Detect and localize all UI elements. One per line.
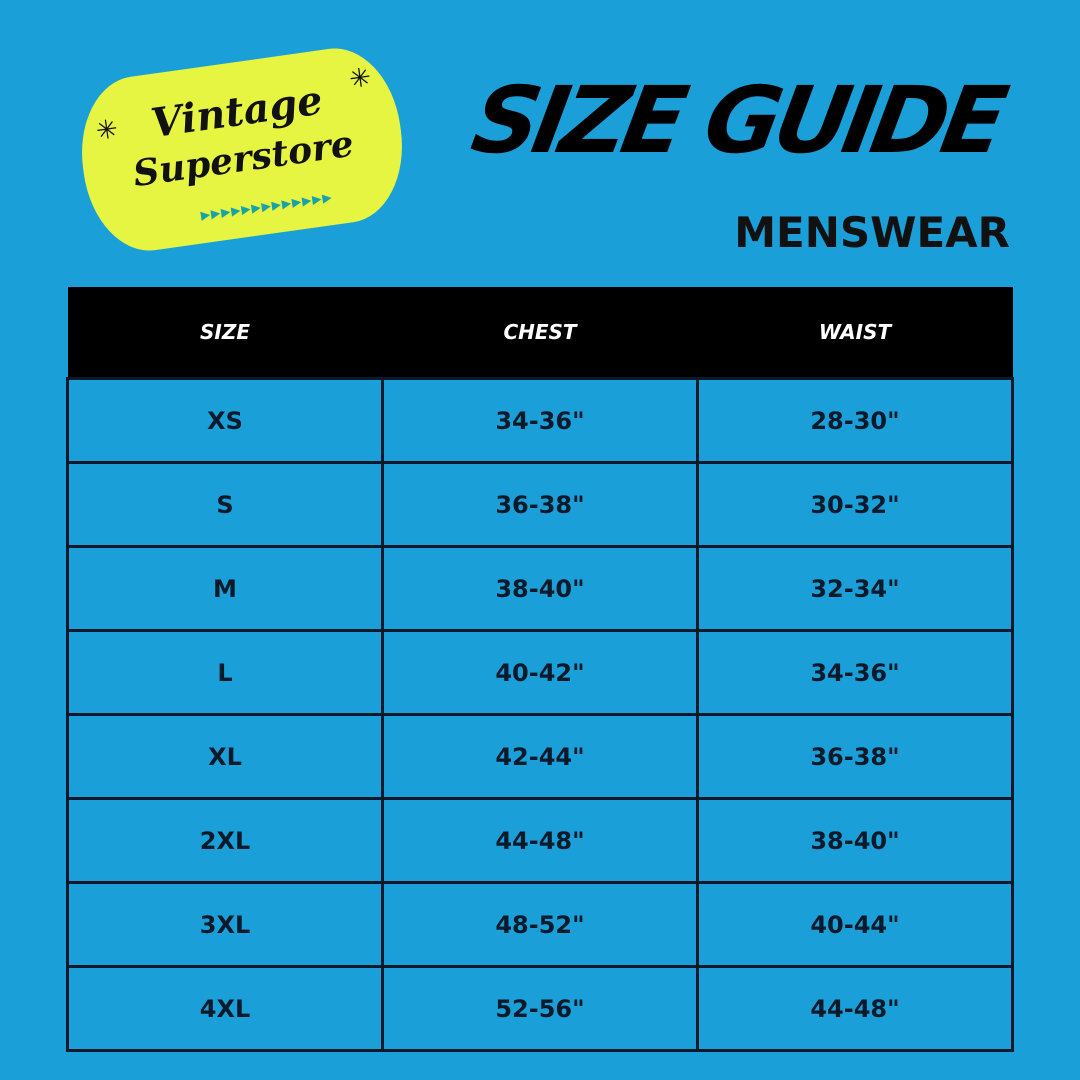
table-row: 3XL 48-52" 40-44" (66, 881, 1014, 968)
waist-cell: 38-40" (696, 797, 1014, 884)
table-header-row: SIZE CHEST WAIST (67, 287, 1013, 379)
table-row: L 40-42" 34-36" (66, 629, 1014, 716)
chest-cell: 34-36" (381, 377, 699, 464)
table-row: M 38-40" 32-34" (66, 545, 1014, 632)
chest-cell: 44-48" (381, 797, 699, 884)
column-header-chest: CHEST (382, 287, 698, 379)
table-row: XS 34-36" 28-30" (66, 377, 1014, 464)
waist-cell: 34-36" (696, 629, 1014, 716)
page-title: SIZE GUIDE (464, 67, 1010, 174)
table-row: 2XL 44-48" 38-40" (66, 797, 1014, 884)
waist-cell: 30-32" (696, 461, 1014, 548)
column-header-waist: WAIST (697, 287, 1013, 379)
chest-cell: 40-42" (381, 629, 699, 716)
chest-cell: 36-38" (381, 461, 699, 548)
size-cell: 2XL (66, 797, 384, 884)
table-row: S 36-38" 30-32" (66, 461, 1014, 548)
waist-cell: 36-38" (696, 713, 1014, 800)
size-cell: 3XL (66, 881, 384, 968)
size-cell: L (66, 629, 384, 716)
chest-cell: 42-44" (381, 713, 699, 800)
waist-cell: 44-48" (696, 965, 1014, 1052)
waist-cell: 32-34" (696, 545, 1014, 632)
chest-cell: 38-40" (381, 545, 699, 632)
vintage-superstore-logo: ✳ ✳ Vintage Superstore ▶▶▶▶▶▶▶▶▶▶▶▶▶ (71, 40, 413, 259)
table-row: 4XL 52-56" 44-48" (66, 965, 1014, 1052)
chest-cell: 48-52" (381, 881, 699, 968)
chest-cell: 52-56" (381, 965, 699, 1052)
size-cell: XL (66, 713, 384, 800)
waist-cell: 28-30" (696, 377, 1014, 464)
size-cell: S (66, 461, 384, 548)
size-cell: 4XL (66, 965, 384, 1052)
size-cell: XS (66, 377, 384, 464)
size-table-body: XS 34-36" 28-30" S 36-38" 30-32" M 38-40" 32-34"… (66, 377, 1014, 1052)
waist-cell: 40-44" (696, 881, 1014, 968)
column-header-size: SIZE (67, 287, 383, 379)
size-cell: M (66, 545, 384, 632)
page-subtitle: MENSWEAR (734, 208, 1010, 257)
table-row: XL 42-44" 36-38" (66, 713, 1014, 800)
size-table: SIZE CHEST WAIST XS 34-36" 28-30" S 36-38" 30… (66, 287, 1014, 1052)
